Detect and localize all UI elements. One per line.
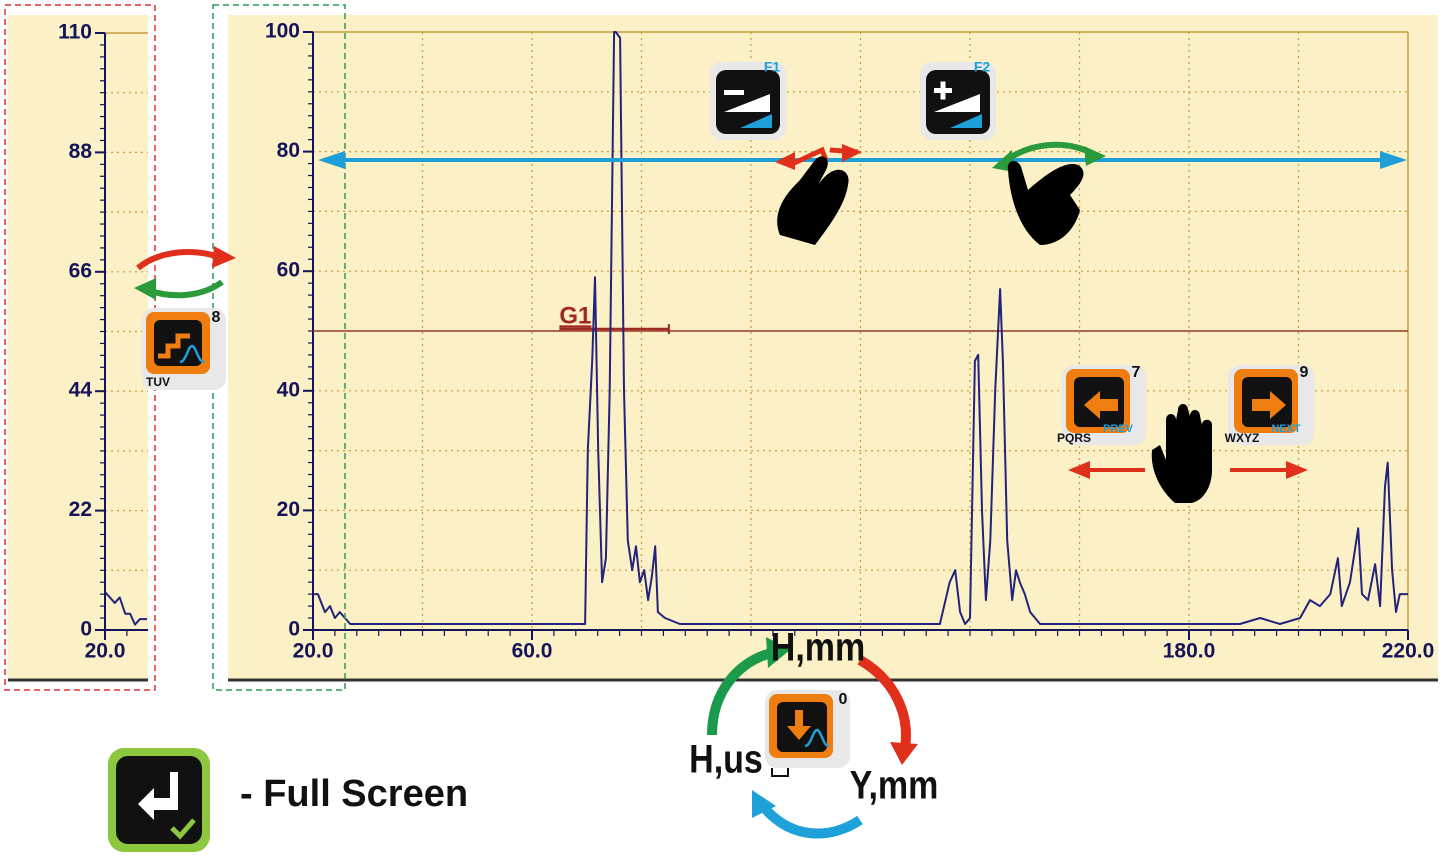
key-caption: NEXT [1271, 423, 1301, 435]
swap-arrows [134, 246, 236, 300]
gate-label: G1 [559, 302, 591, 329]
key-enter[interactable] [108, 748, 210, 852]
full-screen-label: - Full Screen [240, 773, 468, 815]
mode-label: H,us [689, 736, 763, 781]
x-tick-label: 180.0 [1163, 640, 1216, 663]
key-label: F2 [974, 59, 991, 75]
mode-label: Y,mm [850, 762, 939, 807]
space-glyph [772, 768, 788, 776]
x-tick-label: 220.0 [1382, 640, 1435, 663]
y-tick-label: 100 [265, 20, 300, 43]
key-label: F1 [764, 59, 781, 75]
x-tick-label: 20.0 [293, 640, 334, 663]
x-tick-label: 60.0 [512, 640, 553, 663]
page: {"chart_data": [ {"type": "line", "line_… [0, 0, 1450, 855]
y-tick-label: 0 [80, 618, 92, 641]
key-f1[interactable]: F1 [710, 59, 786, 140]
key-number: 9 [1300, 364, 1309, 381]
key-number: 7 [1132, 364, 1141, 381]
y-tick-label: 22 [69, 498, 92, 521]
key-letters: WXYZ [1225, 431, 1260, 445]
screen: G1 02040608010020.060.0180.0220.0 022446… [0, 0, 1450, 855]
key-7[interactable]: PREV 7 PQRS [1057, 364, 1146, 445]
key-f2[interactable]: F2 [920, 59, 996, 140]
y-tick-label: 110 [58, 21, 92, 44]
main-panel [228, 15, 1438, 680]
key-number: 0 [839, 691, 848, 708]
key-letters: PQRS [1057, 431, 1091, 445]
mode-label: H,mm [771, 624, 865, 669]
key-caption: PREV [1103, 423, 1134, 435]
x-tick-label: 20.0 [85, 640, 126, 663]
key-9[interactable]: NEXT 9 WXYZ [1225, 364, 1314, 445]
y-tick-label: 40 [277, 378, 300, 401]
key-number: 8 [212, 309, 221, 326]
left-panel [8, 15, 148, 680]
key-0[interactable]: 0 [765, 690, 850, 768]
y-tick-label: 44 [69, 379, 93, 402]
y-tick-label: 88 [69, 140, 93, 163]
key-8[interactable]: 8 TUV [142, 308, 226, 390]
y-tick-label: 0 [288, 618, 300, 641]
y-tick-label: 80 [277, 139, 300, 162]
y-tick-label: 60 [277, 259, 300, 282]
y-tick-label: 66 [69, 259, 92, 282]
y-tick-label: 20 [277, 498, 300, 521]
key-letters: TUV [146, 375, 170, 389]
